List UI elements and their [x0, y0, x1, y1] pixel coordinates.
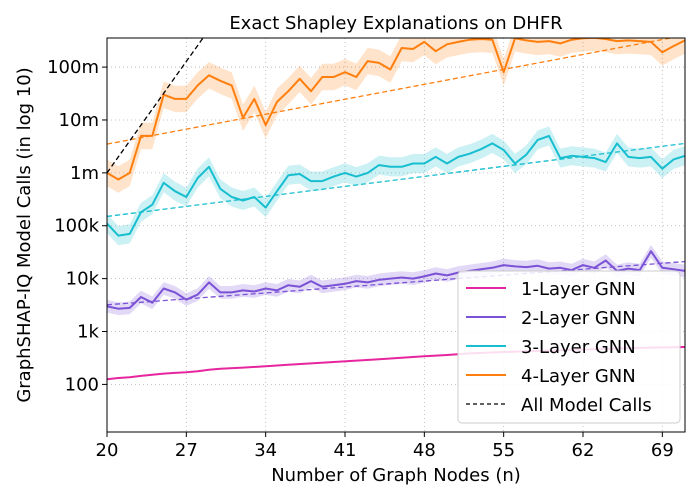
- legend-box: [457, 270, 681, 424]
- y-ticks: 100 1k 10k 100k 1m 10m 100m: [47, 57, 107, 395]
- y-tick-label: 1k: [77, 322, 99, 343]
- x-axis-label: Number of Graph Nodes (n): [271, 465, 521, 486]
- y-tick-label: 100: [65, 374, 99, 395]
- plot-area: [107, 38, 685, 381]
- x-tick-label: 69: [651, 440, 674, 461]
- x-tick-label: 27: [175, 440, 198, 461]
- confidence-band: [107, 244, 685, 316]
- x-tick-label: 41: [334, 440, 357, 461]
- trend-line: [107, 142, 685, 218]
- y-tick-label: 10k: [66, 269, 100, 290]
- trend-line: [107, 260, 685, 306]
- x-tick-label: 62: [572, 440, 595, 461]
- series-line: [107, 134, 685, 237]
- y-tick-label: 100m: [47, 57, 99, 78]
- series-line: [107, 38, 685, 181]
- y-tick-label: 100k: [54, 216, 99, 237]
- series-line: [107, 250, 685, 310]
- confidence-band: [107, 38, 685, 193]
- legend-label: All Model Calls: [521, 395, 652, 416]
- x-tick-label: 20: [96, 440, 119, 461]
- confidence-band: [107, 126, 685, 246]
- legend-label: 4-Layer GNN: [521, 366, 636, 387]
- x-tick-label: 55: [492, 440, 515, 461]
- y-axis-label: GraphSHAP-IQ Model Calls (in log 10): [14, 67, 35, 402]
- x-ticks: 20 27 34 41 48 55 62 69: [96, 432, 674, 461]
- legend: 1-Layer GNN 2-Layer GNN 3-Layer GNN 4-Layer…: [457, 270, 681, 424]
- trend-line: [107, 38, 674, 145]
- legend-label: 3-Layer GNN: [521, 337, 636, 358]
- x-tick-label: 48: [413, 440, 436, 461]
- chart-title: Exact Shapley Explanations on DHFR: [229, 13, 562, 34]
- legend-label: 2-Layer GNN: [521, 308, 636, 329]
- all-model-calls-line: [107, 38, 204, 174]
- x-tick-label: 34: [254, 440, 277, 461]
- y-tick-label: 1m: [70, 163, 99, 184]
- plot-frame: [106, 37, 686, 433]
- y-tick-label: 10m: [59, 110, 99, 131]
- legend-label: 1-Layer GNN: [521, 279, 636, 300]
